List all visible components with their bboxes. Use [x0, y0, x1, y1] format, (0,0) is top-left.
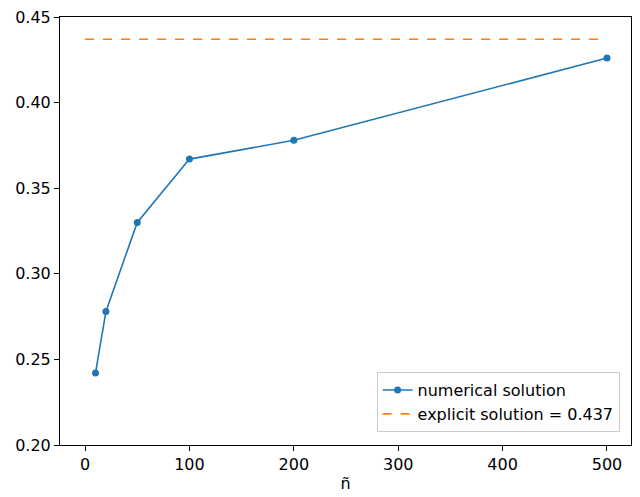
svg-text:0.20: 0.20: [15, 436, 51, 455]
svg-text:numerical solution: numerical solution: [418, 381, 566, 400]
svg-text:0.35: 0.35: [15, 179, 51, 198]
svg-text:0.30: 0.30: [15, 264, 51, 283]
svg-text:0.25: 0.25: [15, 350, 51, 369]
svg-text:400: 400: [487, 455, 518, 474]
svg-text:500: 500: [592, 455, 623, 474]
svg-text:300: 300: [383, 455, 414, 474]
svg-text:200: 200: [279, 455, 310, 474]
svg-text:explicit solution = 0.437: explicit solution = 0.437: [418, 405, 613, 424]
svg-text:0: 0: [80, 455, 90, 474]
svg-text:0.45: 0.45: [15, 8, 51, 27]
svg-text:100: 100: [174, 455, 205, 474]
svg-text:ñ: ñ: [340, 474, 350, 493]
svg-text:0.40: 0.40: [15, 93, 51, 112]
